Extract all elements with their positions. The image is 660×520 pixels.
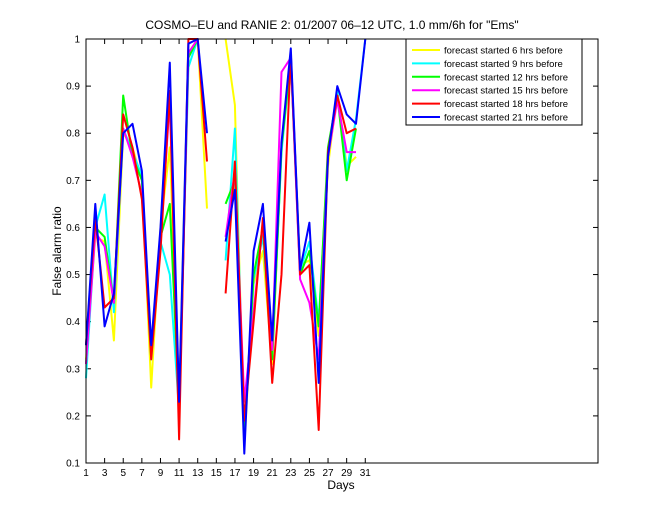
y-tick-label: 1 — [74, 35, 80, 46]
x-tick-label: 23 — [285, 468, 297, 479]
y-tick-label: 0.7 — [66, 176, 80, 187]
y-tick-label: 0.6 — [66, 223, 80, 234]
y-tick-label: 0.5 — [66, 270, 80, 281]
axis-ticks: 1 3 5 7 9 11 13 15 17 19 21 23 25 27 29 310.10.20.30.40… — [66, 35, 598, 479]
x-tick-label: 31 — [360, 468, 372, 479]
series-line-segment — [224, 38, 367, 455]
x-tick-label: 25 — [304, 468, 316, 479]
legend-label: forecast started 18 hrs before — [444, 99, 568, 110]
y-tick-label: 0.2 — [66, 411, 80, 422]
y-tick-label: 0.3 — [66, 364, 80, 375]
x-tick-label: 21 — [267, 468, 279, 479]
y-tick-label: 0.1 — [66, 459, 80, 470]
legend-label: forecast started 9 hrs before — [444, 59, 563, 70]
x-tick-label: 15 — [211, 468, 223, 479]
series-line-segment — [85, 38, 208, 403]
x-tick-label: 19 — [248, 468, 260, 479]
legend: forecast started 6 hrs before forecast st… — [405, 38, 583, 126]
legend-label: forecast started 12 hrs before — [444, 72, 568, 83]
y-tick-label: 0.9 — [66, 82, 80, 93]
legend-label: forecast started 21 hrs before — [444, 113, 568, 124]
x-tick-label: 17 — [229, 468, 241, 479]
legend-box — [405, 38, 583, 126]
series-layer — [85, 38, 367, 455]
y-tick-label: 0.4 — [66, 317, 80, 328]
x-tick-label: 27 — [322, 468, 334, 479]
y-axis-title: False alarm ratio — [50, 206, 64, 296]
x-tick-label: 9 — [158, 468, 164, 479]
x-tick-label: 5 — [120, 468, 126, 479]
x-axis-title: Days — [327, 478, 354, 492]
plot-area-frame — [85, 38, 599, 464]
series-6 — [85, 38, 367, 455]
x-tick-label: 7 — [139, 468, 145, 479]
x-tick-label: 29 — [341, 468, 353, 479]
legend-label: forecast started 15 hrs before — [444, 86, 568, 97]
x-tick-label: 3 — [102, 468, 108, 479]
legend-label: forecast started 6 hrs before — [444, 46, 563, 57]
x-tick-label: 1 — [83, 468, 89, 479]
x-tick-label: 13 — [192, 468, 204, 479]
x-tick-label: 11 — [174, 468, 185, 479]
chart-title: COSMO–EU and RANIE 2: 01/2007 06–12 UTC,… — [145, 18, 518, 32]
y-tick-label: 0.8 — [66, 129, 80, 140]
